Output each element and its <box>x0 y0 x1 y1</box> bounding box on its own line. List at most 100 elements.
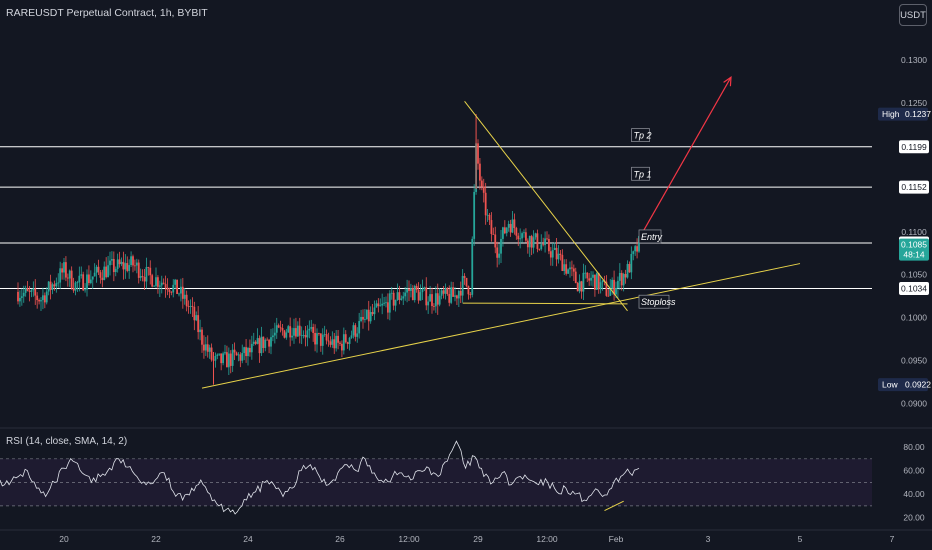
candle-body <box>513 219 516 229</box>
candle-body <box>63 262 65 273</box>
candle-body <box>272 335 274 338</box>
candle-body <box>268 339 270 347</box>
candle-body <box>166 287 169 290</box>
candle-body <box>373 307 376 315</box>
candle-body <box>302 335 305 336</box>
candle-body <box>511 219 514 233</box>
candle-body <box>323 334 326 336</box>
time-tick-label: 29 <box>473 534 483 544</box>
candle-body <box>431 294 433 307</box>
drawings[interactable]: Tp 2 Tp 1 Entry Stoploss <box>201 76 801 389</box>
candle-body <box>180 286 182 294</box>
candle-body <box>360 316 362 322</box>
candle-body <box>392 292 395 306</box>
candle-body <box>467 286 470 295</box>
annotation-box[interactable] <box>631 128 650 142</box>
target-arrow-line[interactable] <box>638 76 732 239</box>
candle-body <box>503 227 506 234</box>
candle-body <box>316 333 318 345</box>
candle-body <box>365 309 368 320</box>
rsi-divergence-line[interactable] <box>604 500 624 512</box>
candle-body <box>172 284 175 293</box>
candle-body <box>84 289 86 291</box>
annotation-box[interactable] <box>638 229 662 244</box>
price-axis[interactable]: 0.13000.12500.12000.11500.11000.10500.10… <box>878 55 931 409</box>
candle-body <box>86 274 88 290</box>
candle-body <box>327 340 330 342</box>
annotation-box[interactable] <box>638 294 670 309</box>
candle-body <box>273 332 276 336</box>
annotation-label[interactable]: Tp 1 <box>634 169 652 179</box>
candle-body <box>235 352 238 356</box>
candle-body <box>502 227 504 239</box>
candle-body <box>622 273 625 286</box>
ascending-trendline[interactable] <box>201 263 801 389</box>
candle-body <box>306 330 309 338</box>
candle-body <box>630 253 633 273</box>
candle-body <box>342 334 345 351</box>
candle-body <box>181 286 184 299</box>
candle-body <box>143 276 146 282</box>
candle-body <box>488 214 491 221</box>
candle-body <box>128 265 131 271</box>
candle-body <box>572 268 575 272</box>
candle-body <box>454 295 456 297</box>
annotation-label[interactable]: Stoploss <box>641 297 676 307</box>
rsi-indicator-title[interactable]: RSI (14, close, SMA, 14, 2) <box>6 436 128 447</box>
annotation-label[interactable]: Entry <box>641 232 663 242</box>
candle-body <box>482 186 485 193</box>
candle-body <box>490 220 493 234</box>
candle-body <box>425 287 428 306</box>
candle-body <box>168 289 171 292</box>
candle-body <box>249 347 251 353</box>
time-axis[interactable]: 20 22 24 26 12:00 29 12:00 Feb 3 5 7 <box>59 534 894 544</box>
candle-body <box>289 326 292 338</box>
candle-body <box>632 251 635 254</box>
candle-body <box>189 305 192 307</box>
level-price-text: 0.1034 <box>901 283 927 293</box>
candle-body <box>262 336 265 348</box>
candle-body <box>325 334 328 341</box>
candle-body <box>158 285 161 287</box>
symbol-title[interactable]: RAREUSDT Perpetual Contract, 1h, BYBIT <box>6 7 208 19</box>
candle-body <box>553 247 556 251</box>
annotation-label[interactable]: Tp 2 <box>634 131 652 141</box>
candle-body <box>434 293 437 307</box>
candle-body <box>26 288 29 291</box>
candle-body <box>216 354 219 356</box>
candle-body <box>204 344 207 351</box>
candle-body <box>260 336 263 354</box>
candle-body <box>362 316 364 320</box>
candle-body <box>206 344 209 352</box>
candle-body <box>605 281 608 296</box>
candle-body <box>601 280 604 283</box>
currency-button[interactable]: USDT <box>899 4 927 26</box>
candle-body <box>220 353 223 364</box>
annotation-box[interactable] <box>631 166 650 181</box>
candle-body <box>218 353 221 355</box>
candle-body <box>112 258 115 273</box>
candle-body <box>70 270 73 289</box>
candle-body <box>548 238 550 252</box>
target-arrow-head[interactable] <box>723 76 732 87</box>
candle-body <box>283 330 286 338</box>
rsi-band <box>0 458 872 506</box>
candle-body <box>49 281 52 290</box>
candle-body <box>193 306 196 321</box>
candle-body <box>153 285 155 287</box>
candle-body <box>486 214 489 216</box>
candle-body <box>607 295 610 297</box>
candle-body <box>141 276 144 277</box>
candle-body <box>222 353 224 364</box>
rsi-tick-label: 20.00 <box>903 513 925 523</box>
candle-body <box>344 334 347 343</box>
stoploss-line[interactable] <box>462 302 628 305</box>
candle-body <box>51 284 54 290</box>
price-tick-label: 0.0950 <box>901 356 927 366</box>
candle-body <box>231 349 234 366</box>
candle-body <box>523 232 525 234</box>
time-tick-label: 12:00 <box>536 534 558 544</box>
descending-trendline[interactable] <box>464 100 628 312</box>
candle-body <box>91 276 94 280</box>
